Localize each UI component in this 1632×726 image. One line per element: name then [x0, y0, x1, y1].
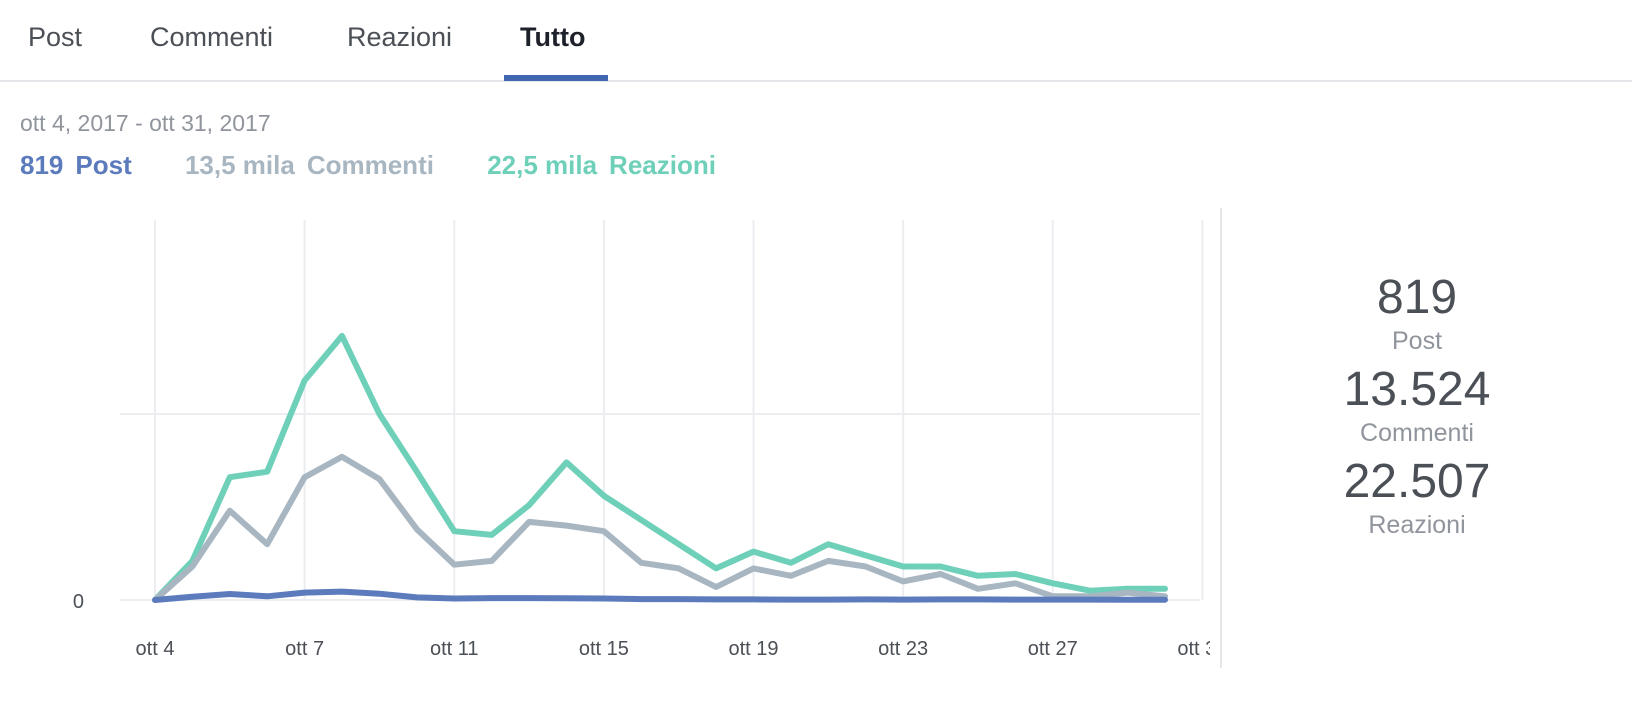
- legend-comments-value: 13,5 mila: [184, 150, 295, 180]
- series-line-reazioni: [152, 332, 1168, 603]
- legend-item-posts[interactable]: 819 Post: [20, 150, 132, 181]
- x-tick-label: ott 19: [728, 638, 778, 660]
- tab-reazioni[interactable]: Reazioni: [347, 22, 453, 52]
- chart-grid: [120, 220, 1204, 601]
- series-line-post: [152, 588, 1168, 603]
- y-axis-ticks: 0: [73, 591, 84, 613]
- total-posts-label: Post: [1391, 327, 1443, 355]
- legend-item-comments[interactable]: 13,5 mila Commenti: [185, 150, 434, 181]
- total-reactions-label: Reazioni: [1368, 511, 1466, 539]
- date-range: ott 4, 2017 - ott 31, 2017: [20, 110, 271, 136]
- x-tick-label: ott 31: [1177, 638, 1210, 660]
- total-comments: 13.524 Commenti: [1230, 362, 1604, 448]
- total-comments-value: 13.524: [1343, 363, 1491, 416]
- line-chart: ott 4 ott 7 ott 11 ott 15 ott 19 ott 23 ott 27…: [73, 220, 1210, 660]
- active-tab-indicator: [504, 75, 608, 81]
- tab-tutto[interactable]: Tutto: [520, 22, 586, 52]
- tab-bar: Post Commenti Reazioni Tutto: [0, 0, 1632, 82]
- x-tick-label: ott 11: [430, 638, 479, 660]
- x-tick-label: ott 7: [285, 638, 324, 660]
- totals-panel: 819 Post 13.524 Commenti 22.507 Reazioni: [1230, 270, 1604, 546]
- vertical-divider: [1220, 208, 1222, 668]
- series-line-commenti: [152, 453, 1168, 603]
- total-comments-label: Commenti: [1360, 419, 1474, 447]
- legend-reactions-value: 22,5 mila: [487, 150, 598, 180]
- legend-comments-label: Commenti: [306, 150, 434, 180]
- legend-posts-label: Post: [75, 150, 132, 180]
- x-tick-label: ott 15: [579, 638, 629, 660]
- total-reactions: 22.507 Reazioni: [1230, 454, 1604, 540]
- tab-post[interactable]: Post: [28, 22, 83, 52]
- total-posts-value: 819: [1376, 271, 1458, 324]
- total-posts: 819 Post: [1230, 270, 1604, 356]
- legend-item-reactions[interactable]: 22,5 mila Reazioni: [487, 150, 716, 181]
- legend-posts-value: 819: [20, 150, 64, 180]
- x-tick-label: ott 27: [1028, 638, 1078, 660]
- x-axis-ticks: ott 4 ott 7 ott 11 ott 15 ott 19 ott 23 ott 27…: [136, 638, 1210, 660]
- summary-legend: 819 Post 13,5 mila Commenti 22,5 mila Reazi…: [20, 150, 762, 181]
- y-tick-label: 0: [73, 591, 84, 613]
- legend-reactions-label: Reazioni: [609, 150, 716, 180]
- x-tick-label: ott 23: [878, 638, 928, 660]
- tab-commenti[interactable]: Commenti: [150, 22, 274, 52]
- total-reactions-value: 22.507: [1343, 455, 1491, 508]
- x-tick-label: ott 4: [136, 638, 175, 660]
- chart-series: [152, 332, 1168, 603]
